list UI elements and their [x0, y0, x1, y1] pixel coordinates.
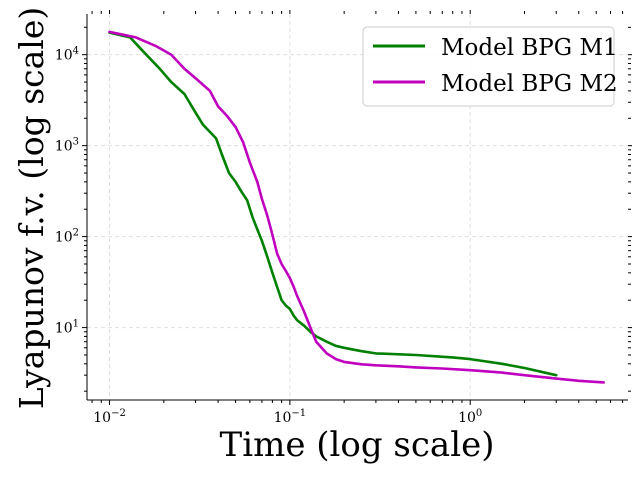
y-tick-label: 103 — [55, 137, 79, 155]
x-tick-label: 10−2 — [93, 408, 126, 426]
y-tick-label: 101 — [55, 319, 79, 337]
series-line-m1 — [108, 31, 558, 377]
x-tick-label: 10−1 — [274, 408, 307, 426]
x-axis-title: Time (log scale) — [220, 425, 495, 465]
y-tick-labels: 101 102 103 104 — [55, 46, 79, 337]
x-tick-labels: 10−2 10−1 100 — [93, 408, 482, 426]
y-axis-title: Lyapunov f.v. (log scale) — [12, 7, 51, 409]
legend: Model BPG M1 Model BPG M2 — [362, 26, 618, 107]
series-line-m2 — [108, 30, 606, 384]
series-lines — [108, 30, 606, 384]
y-tick-label: 104 — [55, 46, 79, 64]
legend-label-m2: Model BPG M2 — [441, 71, 618, 97]
major-ticks — [82, 10, 632, 405]
legend-label-m1: Model BPG M1 — [441, 35, 618, 61]
x-tick-label: 100 — [458, 408, 482, 426]
y-tick-label: 102 — [55, 228, 79, 246]
legend-box — [362, 26, 615, 107]
